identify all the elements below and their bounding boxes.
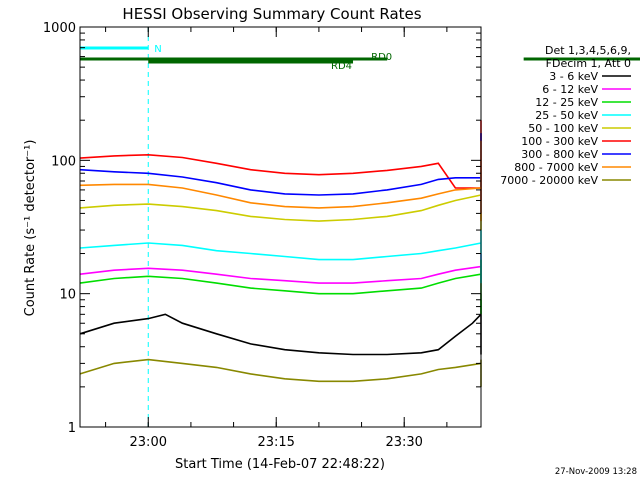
- status-bar-label-rd4: RD4: [331, 61, 352, 72]
- plot-frame: [79, 26, 482, 428]
- legend-label-1: 6 - 12 keV: [542, 83, 598, 96]
- y-tick-label-0: 1: [68, 421, 76, 436]
- x-tick-label-1: 23:15: [257, 435, 294, 450]
- legend-label-4: 50 - 100 keV: [528, 122, 598, 135]
- x-tick-label-0: 23:00: [130, 435, 167, 450]
- x-axis-label: Start Time (14-Feb-07 22:48:22): [175, 457, 385, 472]
- y-axis-label: Count Rate (s⁻¹ detector⁻¹): [23, 140, 38, 317]
- legend-label-7: 800 - 7000 keV: [514, 161, 598, 174]
- legend-label-2: 12 - 25 keV: [535, 96, 598, 109]
- legend-header-line-2: FDecim 1, Att 0: [546, 57, 631, 70]
- legend-label-6: 300 - 800 keV: [521, 148, 598, 161]
- footer-timestamp: 27-Nov-2009 13:28: [555, 467, 637, 477]
- legend-label-0: 3 - 6 keV: [549, 70, 598, 83]
- y-tick-label-3: 1000: [43, 21, 76, 36]
- status-bar-label-n: N: [154, 44, 161, 55]
- legend-label-8: 7000 - 20000 keV: [500, 174, 598, 187]
- legend: Det 1,3,4,5,6,9, FDecim 1, Att 0 3 - 6 k…: [500, 44, 631, 187]
- legend-label-5: 100 - 300 keV: [521, 135, 598, 148]
- status-bar-label-rd0: RD0: [371, 52, 392, 63]
- legend-header-line-1: Det 1,3,4,5,6,9,: [545, 44, 631, 57]
- x-tick-label-2: 23:30: [385, 435, 422, 450]
- y-tick-label-1: 10: [59, 288, 76, 303]
- y-tick-label-2: 100: [51, 154, 76, 169]
- legend-label-3: 25 - 50 keV: [535, 109, 598, 122]
- chart-title: HESSI Observing Summary Count Rates: [122, 5, 421, 23]
